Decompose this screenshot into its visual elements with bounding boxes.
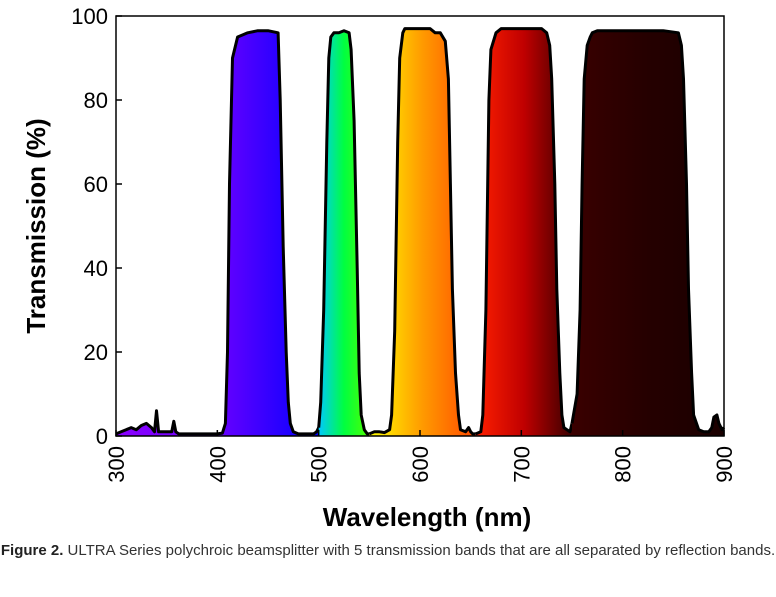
transmission-curve-2 bbox=[317, 29, 370, 436]
x-tick-label: 900 bbox=[712, 446, 737, 483]
transmission-curve-4 bbox=[475, 27, 574, 436]
x-tick-label: 500 bbox=[307, 446, 332, 483]
x-tick-label: 800 bbox=[611, 446, 636, 483]
y-tick-label: 40 bbox=[84, 256, 108, 281]
figure-label: Figure 2. bbox=[0, 542, 64, 559]
x-axis-title: Wavelength (nm) bbox=[323, 502, 531, 532]
transmission-curve-5 bbox=[570, 29, 726, 434]
x-tick-label: 600 bbox=[408, 446, 433, 483]
x-tick-label: 300 bbox=[104, 446, 129, 483]
axis-ticks: 0 20 40 60 80 100 300 400 500 600 700 800 900 bbox=[71, 4, 737, 483]
band-area-5 bbox=[572, 30, 724, 436]
transmission-chart: 0 20 40 60 80 100 300 400 500 600 700 800 900 Transm… bbox=[21, 4, 737, 532]
band-area-4 bbox=[475, 28, 572, 436]
band-area-3 bbox=[369, 28, 476, 436]
y-tick-label: 0 bbox=[96, 424, 108, 449]
band-area-2 bbox=[318, 30, 370, 436]
transmission-bands bbox=[115, 27, 726, 436]
y-tick-label: 100 bbox=[71, 4, 108, 29]
x-tick-label: 700 bbox=[509, 446, 534, 483]
transmission-curve-1 bbox=[115, 29, 321, 436]
y-tick-label: 80 bbox=[84, 88, 108, 113]
y-tick-label: 60 bbox=[84, 172, 108, 197]
transmission-curve-3 bbox=[368, 27, 476, 436]
band-area-1 bbox=[116, 30, 319, 436]
x-tick-label: 400 bbox=[205, 446, 230, 483]
figure-caption-text: ULTRA Series polychroic beamsplitter wit… bbox=[67, 542, 776, 559]
y-axis-title: Transmission (%) bbox=[21, 118, 51, 333]
figure-caption: Figure 2. ULTRA Series polychroic beamsp… bbox=[0, 539, 776, 563]
y-tick-label: 20 bbox=[84, 340, 108, 365]
